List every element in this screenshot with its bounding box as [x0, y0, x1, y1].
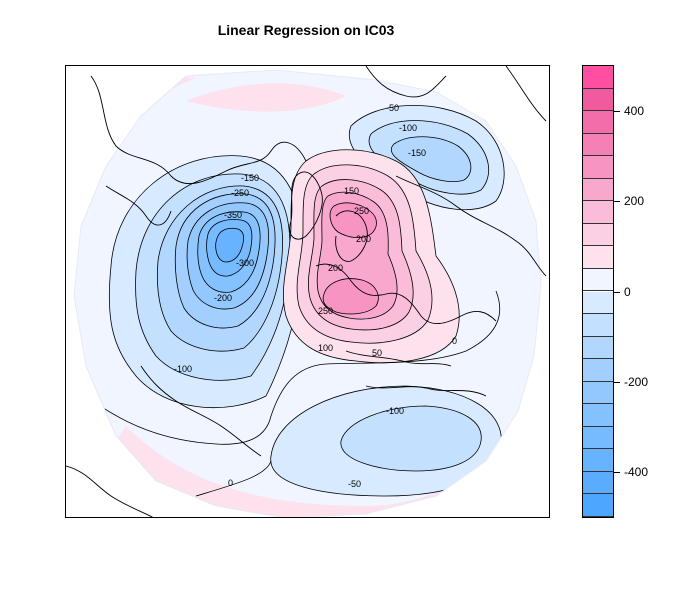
coastlines [66, 66, 547, 517]
colorbar-cell [583, 88, 613, 112]
contour-label: 250 [318, 306, 333, 316]
colorbar-cell [583, 404, 613, 427]
colorbar-cell [583, 494, 613, 517]
contour-label: -100 [174, 364, 192, 374]
coastline-scandinavia [335, 210, 368, 262]
coastline-north-edge [365, 66, 447, 98]
contour-label: 0 [452, 336, 457, 346]
contour-label: 100 [318, 343, 333, 353]
colorbar-cell [583, 268, 613, 292]
coastline-ne-edge [505, 66, 547, 122]
colorbar-cell [583, 449, 613, 472]
neg-low-ne-150 [391, 136, 472, 182]
colorbar-tick-mark [614, 111, 620, 113]
coastline-asia [395, 175, 547, 277]
colorbar-cell [583, 291, 613, 315]
contour-label: -50 [348, 479, 361, 489]
colorbar-tick-label: 200 [624, 194, 645, 209]
colorbar-tick-mark [614, 381, 620, 383]
pos-high-250b [322, 278, 379, 315]
map-title: Linear Regression on IC03 [217, 22, 395, 38]
contour-label: 250 [354, 206, 369, 216]
map-panel: -50 -100 -150 -150 -250 -350 -300 -200 -… [65, 65, 550, 518]
colorbar-tick-mark [614, 471, 620, 473]
contour-map: -50 -100 -150 -150 -250 -350 -300 -200 -… [66, 66, 547, 517]
contour-labels: -50 -100 -150 -150 -250 -350 -300 -200 -… [174, 103, 457, 489]
coastline-greenland [289, 171, 323, 240]
zero-contour [85, 290, 500, 445]
coastline-asia-south [365, 385, 487, 397]
contour-label: 50 [372, 348, 382, 358]
coastline-hudson [105, 185, 172, 226]
coastline-north-america [90, 75, 307, 185]
coastline-south [66, 465, 154, 517]
coastline-europe [315, 263, 497, 324]
colorbar-cell [583, 111, 613, 134]
colorbar-cell [583, 336, 613, 360]
contour-label: -300 [236, 258, 254, 268]
colorbar-cell [583, 246, 613, 269]
colorbar-cell [583, 314, 613, 337]
contour-label: -200 [214, 293, 232, 303]
colorbar-tick-mark [614, 201, 620, 203]
contour-label: 0 [228, 478, 233, 488]
contour-label: -100 [386, 406, 404, 416]
domain-outline [73, 69, 542, 517]
contour-label: -350 [224, 210, 242, 220]
colorbar [582, 65, 614, 518]
positive-rim-north [186, 83, 346, 112]
colorbar-tick-label: -200 [624, 374, 649, 389]
colorbar-cell [583, 426, 613, 450]
colorbar-cell [583, 133, 613, 157]
colorbar-cell [583, 359, 613, 382]
contour-label: -150 [408, 148, 426, 158]
colorbar-cell [583, 381, 613, 405]
contour-label: 200 [356, 234, 371, 244]
colorbar-cell [583, 223, 613, 247]
neg-low-west-400 [215, 227, 245, 263]
contour-label: -50 [386, 103, 399, 113]
colorbar-cell [583, 471, 613, 495]
colorbar-cell [583, 156, 613, 179]
contour-label: -250 [231, 188, 249, 198]
colorbar-cell [583, 201, 613, 224]
zero-contour-2 [195, 460, 272, 497]
colorbar-cell [583, 178, 613, 202]
colorbar-tick-label: 0 [624, 284, 631, 299]
colorbar-tick-label: -400 [624, 464, 649, 479]
contour-label: -100 [399, 123, 417, 133]
contour-label: 200 [328, 263, 343, 273]
colorbar-cell [583, 66, 613, 89]
coastline-america-east [140, 365, 262, 457]
colorbar-tick-mark [614, 291, 620, 293]
colorbar-tick-label: 400 [624, 104, 645, 119]
neg-low-south-100 [340, 405, 482, 472]
coastline-mediterranean [345, 350, 452, 367]
contour-label: 150 [344, 186, 359, 196]
contour-label: -150 [241, 173, 259, 183]
